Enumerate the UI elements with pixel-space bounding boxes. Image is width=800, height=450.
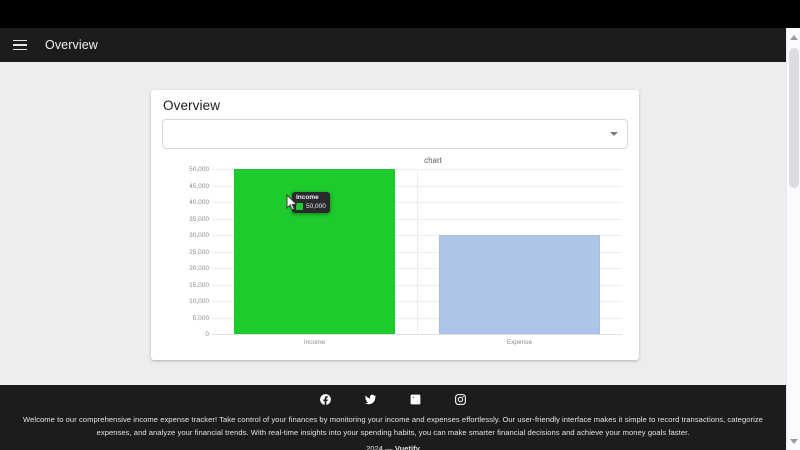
chart-tooltip-row: 50,000 [296, 203, 326, 210]
page-footer: Welcome to our comprehensive income expe… [0, 385, 786, 450]
bar-chart: chart 50,000 45,000 40,000 35,000 30,000 25,0… [157, 156, 633, 354]
chart-tooltip-title: Income [296, 194, 319, 201]
footer-copyright-year: 2024 — [366, 444, 393, 450]
page-content: Overview chart 50,000 45,000 40,000 35,000 3… [0, 62, 786, 450]
facebook-icon[interactable] [318, 392, 333, 407]
social-links [0, 392, 786, 407]
hamburger-menu-icon[interactable] [8, 33, 32, 57]
chart-y-tick-label: 35,000 [189, 215, 209, 223]
chart-bar-expense[interactable] [438, 235, 601, 334]
chart-x-tick-label: Income [303, 339, 326, 346]
chart-y-tick-label: 5,000 [192, 314, 209, 322]
chart-y-tick-label: 20,000 [189, 265, 209, 272]
card-title: Overview [163, 98, 221, 113]
chart-y-tick-label: 15,000 [189, 281, 209, 289]
chart-title: chart [424, 156, 442, 165]
chart-y-tick-label: 0 [205, 331, 209, 338]
footer-description: Welcome to our comprehensive income expe… [23, 415, 763, 437]
twitter-icon[interactable] [363, 392, 378, 407]
chart-plot-area: 50,000 45,000 40,000 35,000 30,000 25,000 20,0… [189, 166, 622, 346]
chart-y-tick-label: 40,000 [189, 199, 209, 206]
footer-copyright: 2024 — Vuetify [0, 444, 786, 450]
chart-tooltip-value: 50,000 [306, 203, 326, 210]
chevron-down-icon[interactable] [605, 120, 623, 148]
chart-category-divider [417, 169, 418, 334]
instagram-icon[interactable] [453, 392, 468, 407]
scroll-down-icon[interactable] [787, 434, 800, 448]
chart-y-tick-label: 10,000 [189, 298, 209, 305]
scrollbar-thumb[interactable] [789, 48, 799, 188]
chart-tooltip-swatch [296, 203, 303, 210]
chart-y-tick-label: 50,000 [189, 166, 209, 173]
chart-tooltip: Income 50,000 [292, 192, 330, 213]
linkedin-icon[interactable] [408, 392, 423, 407]
category-select[interactable] [162, 119, 628, 149]
chart-y-tick-label: 25,000 [189, 248, 209, 256]
footer-brand: Vuetify [394, 444, 420, 450]
chart-y-tick-label: 45,000 [189, 182, 209, 190]
overview-card: Overview chart 50,000 45,000 40,000 35,000 3… [151, 90, 639, 360]
app-bar: Overview [0, 28, 786, 62]
chart-gridline [212, 334, 622, 335]
scroll-up-icon[interactable] [787, 30, 800, 44]
page-scrollbar[interactable] [786, 28, 800, 450]
chart-x-tick-label: Expense [506, 339, 533, 346]
chart-y-tick-label: 30,000 [189, 232, 209, 239]
app-bar-title: Overview [45, 38, 98, 52]
browser-viewport: Overview Overview chart 50,000 45,000 40,0… [0, 28, 800, 450]
